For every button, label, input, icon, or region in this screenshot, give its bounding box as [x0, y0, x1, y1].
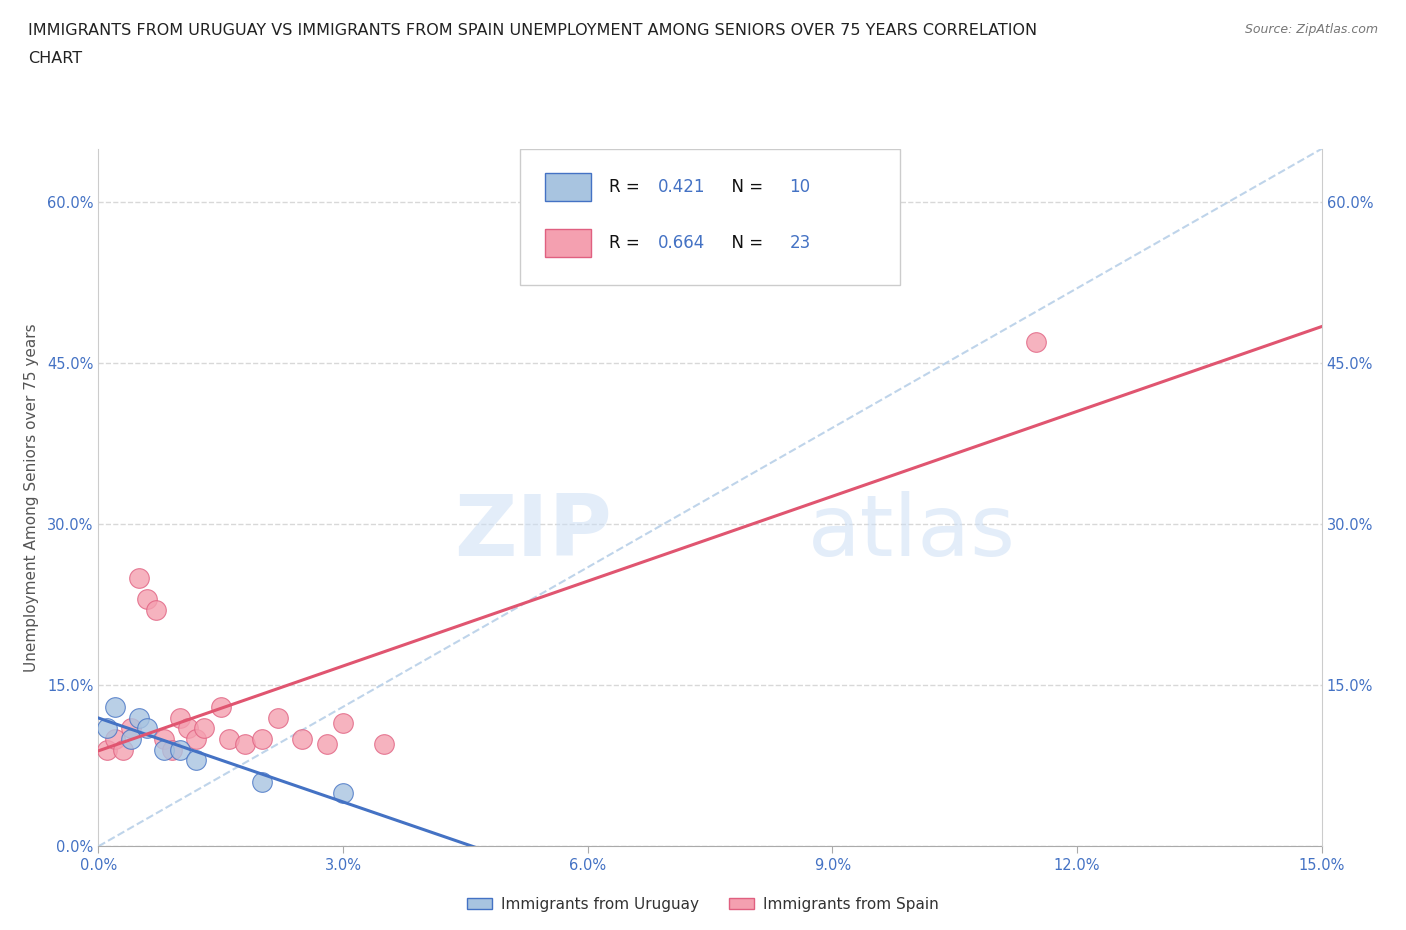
- Point: [111, 742, 134, 757]
- FancyBboxPatch shape: [546, 173, 592, 201]
- Point: [104, 699, 127, 714]
- FancyBboxPatch shape: [520, 149, 900, 285]
- Point: [373, 737, 395, 751]
- Text: 0.664: 0.664: [658, 234, 704, 252]
- Point: [120, 732, 142, 747]
- Text: 0.421: 0.421: [658, 179, 704, 196]
- Point: [152, 742, 174, 757]
- Text: N =: N =: [721, 179, 769, 196]
- Point: [160, 742, 183, 757]
- Text: N =: N =: [721, 234, 769, 252]
- Point: [332, 715, 354, 730]
- Point: [177, 721, 200, 736]
- Text: atlas: atlas: [808, 491, 1017, 574]
- Point: [169, 742, 191, 757]
- Point: [145, 603, 167, 618]
- Point: [136, 721, 159, 736]
- Point: [104, 732, 127, 747]
- Text: 23: 23: [790, 234, 811, 252]
- Text: 10: 10: [790, 179, 811, 196]
- Point: [96, 742, 118, 757]
- Point: [218, 732, 240, 747]
- Point: [128, 711, 150, 725]
- Text: Source: ZipAtlas.com: Source: ZipAtlas.com: [1244, 23, 1378, 36]
- Point: [128, 571, 150, 586]
- Point: [152, 732, 174, 747]
- Text: CHART: CHART: [28, 51, 82, 66]
- Point: [291, 732, 314, 747]
- Point: [169, 711, 191, 725]
- Point: [96, 721, 118, 736]
- FancyBboxPatch shape: [546, 229, 592, 257]
- Point: [120, 721, 142, 736]
- Text: ZIP: ZIP: [454, 491, 612, 574]
- Point: [136, 592, 159, 607]
- Point: [1025, 335, 1047, 350]
- Legend: Immigrants from Uruguay, Immigrants from Spain: Immigrants from Uruguay, Immigrants from…: [461, 891, 945, 918]
- Point: [193, 721, 215, 736]
- Point: [267, 711, 290, 725]
- Point: [250, 732, 273, 747]
- Y-axis label: Unemployment Among Seniors over 75 years: Unemployment Among Seniors over 75 years: [24, 324, 39, 671]
- Point: [250, 775, 273, 790]
- Text: IMMIGRANTS FROM URUGUAY VS IMMIGRANTS FROM SPAIN UNEMPLOYMENT AMONG SENIORS OVER: IMMIGRANTS FROM URUGUAY VS IMMIGRANTS FR…: [28, 23, 1038, 38]
- Text: R =: R =: [609, 179, 644, 196]
- Point: [233, 737, 256, 751]
- Point: [332, 785, 354, 800]
- Point: [186, 753, 208, 768]
- Point: [315, 737, 337, 751]
- Point: [186, 732, 208, 747]
- Point: [209, 699, 232, 714]
- Text: R =: R =: [609, 234, 644, 252]
